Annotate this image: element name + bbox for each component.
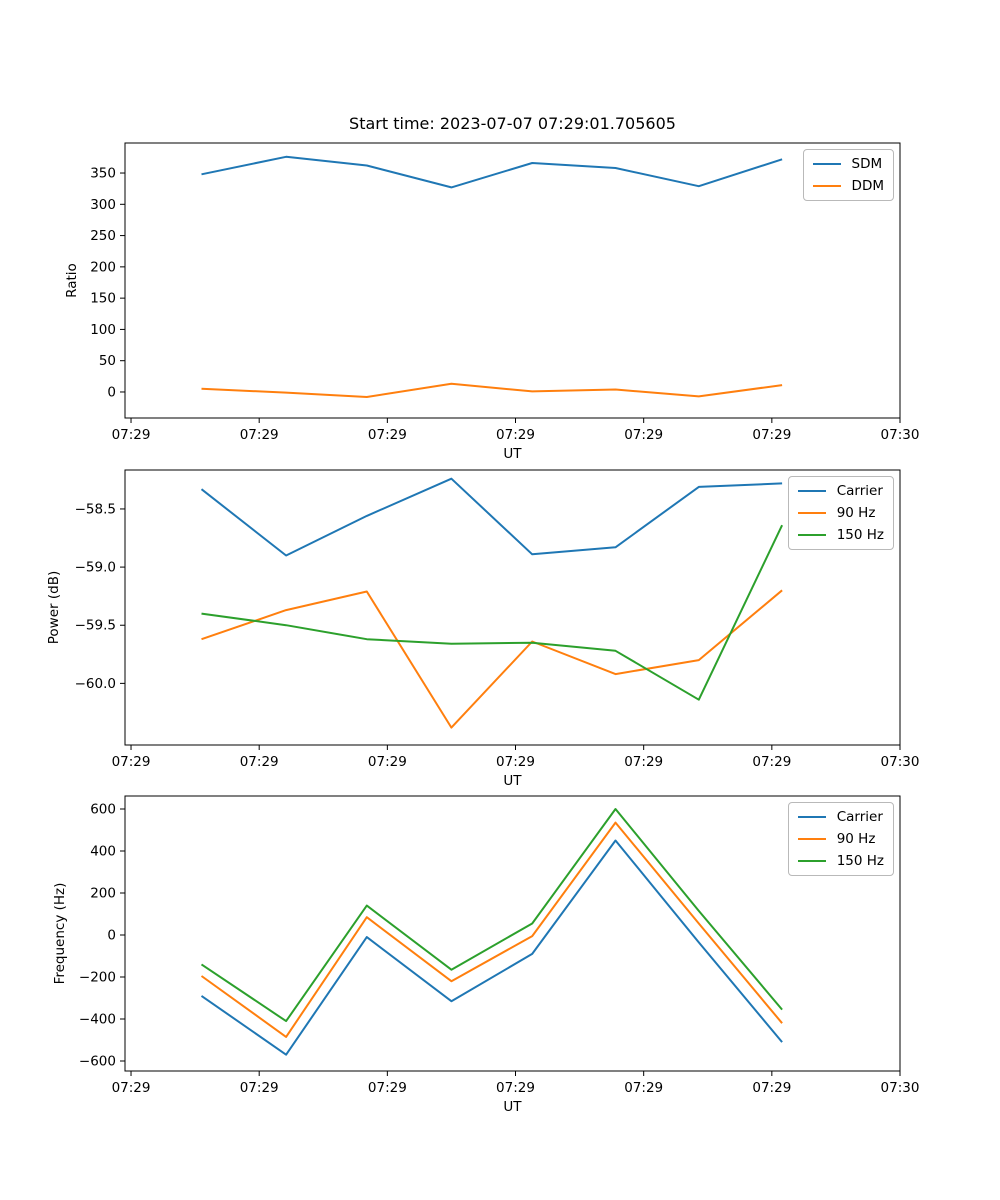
- x-tick-label-power: 07:29: [112, 754, 151, 770]
- x-tick-label-power: 07:29: [368, 754, 407, 770]
- legend-line-swatch: [797, 490, 826, 492]
- legend-line-swatch: [812, 185, 841, 187]
- y-tick-label-ratio: 300: [90, 197, 116, 213]
- x-tick-label-ratio: 07:29: [752, 427, 791, 443]
- x-tick-label-ratio: 07:29: [240, 427, 279, 443]
- series-line-power-150-hz: [201, 524, 784, 701]
- x-tick-label-ratio: 07:29: [624, 427, 663, 443]
- series-line-frequency-carrier: [200, 839, 783, 1056]
- legend-item: 150 Hz: [797, 853, 884, 869]
- x-tick-label-power: 07:30: [881, 754, 920, 770]
- x-tick-label-frequency: 07:29: [368, 1080, 407, 1096]
- y-tick-label-frequency: 200: [90, 886, 116, 902]
- legend-line-swatch: [797, 534, 826, 536]
- x-tick-label-frequency: 07:29: [240, 1080, 279, 1096]
- legend-line-swatch: [797, 838, 826, 840]
- legend-label: Carrier: [836, 809, 883, 825]
- y-tick-label-power: −59.0: [75, 560, 116, 576]
- legend-item: SDM: [812, 156, 884, 172]
- legend-line-swatch: [812, 163, 841, 165]
- series-line-ratio-ddm: [201, 382, 783, 398]
- y-tick-label-ratio: 350: [90, 166, 116, 182]
- x-tick-label-ratio: 07:29: [368, 427, 407, 443]
- y-tick-label-frequency: −600: [79, 1054, 116, 1070]
- y-tick-label-ratio: 0: [107, 384, 116, 400]
- legend-label: 90 Hz: [836, 831, 876, 847]
- legend-label: 90 Hz: [836, 505, 876, 521]
- x-tick-label-frequency: 07:30: [881, 1080, 920, 1096]
- x-tick-label-frequency: 07:29: [496, 1080, 535, 1096]
- y-tick-label-frequency: 600: [90, 801, 116, 817]
- x-tick-label-frequency: 07:29: [112, 1080, 151, 1096]
- x-tick-label-power: 07:29: [624, 754, 663, 770]
- legend-ratio: SDM DDM: [802, 149, 894, 201]
- x-tick-label-power: 07:29: [752, 754, 791, 770]
- legend-line-swatch: [797, 512, 826, 514]
- x-tick-label-ratio: 07:29: [112, 427, 151, 443]
- legend-power: Carrier 90 Hz 150 Hz: [787, 476, 894, 550]
- y-axis-label-ratio: Ratio: [64, 263, 80, 298]
- legend-item: Carrier: [797, 483, 884, 499]
- figure-title: Start time: 2023-07-07 07:29:01.705605: [349, 114, 676, 133]
- legend-label: DDM: [851, 178, 884, 194]
- legend-item: 90 Hz: [797, 505, 884, 521]
- axes-frame-ratio: [124, 142, 901, 419]
- y-tick-label-frequency: 400: [90, 844, 116, 860]
- series-line-frequency-90-hz: [200, 821, 783, 1038]
- axes-frame-power: [124, 469, 901, 746]
- plot-power: 07:29 07:29 07:29 07:29 07:29 07:29 07:30 −58.5…: [46, 469, 920, 789]
- series-line-ratio-sdm: [201, 155, 783, 189]
- legend-item: Carrier: [797, 809, 884, 825]
- x-tick-label-ratio: 07:30: [881, 427, 920, 443]
- x-tick-label-frequency: 07:29: [752, 1080, 791, 1096]
- y-tick-label-frequency: −200: [79, 970, 116, 986]
- series-line-power-carrier: [200, 477, 783, 557]
- x-tick-label-frequency: 07:29: [624, 1080, 663, 1096]
- y-tick-label-power: −58.5: [75, 501, 116, 517]
- y-tick-label-ratio: 50: [99, 353, 116, 369]
- y-tick-label-power: −60.0: [75, 676, 116, 692]
- x-axis-label-frequency: UT: [503, 1099, 522, 1115]
- legend-item: 150 Hz: [797, 527, 884, 543]
- legend-label: Carrier: [836, 483, 883, 499]
- legend-line-swatch: [797, 860, 826, 862]
- legend-label: SDM: [851, 156, 883, 172]
- y-tick-label-frequency: 0: [107, 928, 116, 944]
- y-axis-label-power: Power (dB): [46, 571, 62, 644]
- x-tick-label-power: 07:29: [496, 754, 535, 770]
- axes-frame-frequency: [124, 795, 901, 1072]
- plot-frequency: 07:29 07:29 07:29 07:29 07:29 07:29 07:30 600 40…: [52, 795, 920, 1115]
- y-tick-label-ratio: 150: [90, 291, 116, 307]
- x-tick-label-ratio: 07:29: [496, 427, 535, 443]
- y-tick-label-ratio: 250: [90, 228, 116, 244]
- y-axis-label-frequency: Frequency (Hz): [52, 883, 68, 985]
- legend-line-swatch: [797, 816, 826, 818]
- legend-item: 90 Hz: [797, 831, 884, 847]
- series-line-power-90-hz: [201, 589, 783, 729]
- y-tick-label-frequency: −400: [79, 1012, 116, 1028]
- x-axis-label-ratio: UT: [503, 446, 522, 462]
- plot-ratio: 07:29 07:29 07:29 07:29 07:29 07:29 07:30 0 50 10…: [64, 142, 920, 462]
- legend-frequency: Carrier 90 Hz 150 Hz: [787, 802, 894, 876]
- y-tick-label-power: −59.5: [75, 618, 116, 634]
- series-line-frequency-150-hz: [200, 808, 783, 1023]
- legend-label: 150 Hz: [836, 853, 884, 869]
- legend-label: 150 Hz: [836, 527, 884, 543]
- x-tick-label-power: 07:29: [240, 754, 279, 770]
- legend-item: DDM: [812, 178, 884, 194]
- x-axis-label-power: UT: [503, 773, 522, 789]
- y-tick-label-ratio: 200: [90, 259, 116, 275]
- y-tick-label-ratio: 100: [90, 322, 116, 338]
